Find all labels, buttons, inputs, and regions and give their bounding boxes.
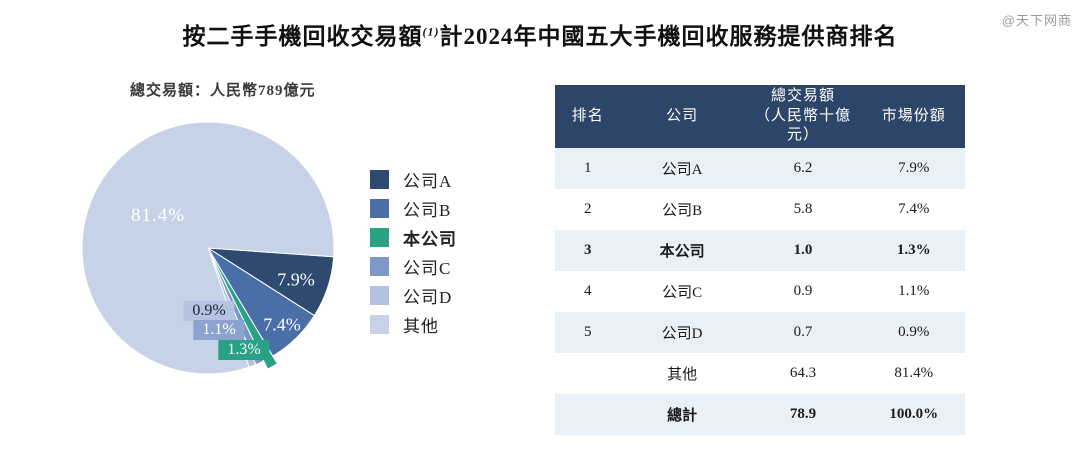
table-row: 其他 64.3 81.4% [555,353,965,394]
cell-company: 公司C [662,284,703,301]
cell-value: 6.2 [793,159,813,176]
legend-label-company-c: 公司C [403,259,452,278]
pie-label-our-company: 1.3% [218,340,270,360]
legend-label-company-b: 公司B [403,201,452,220]
legend-label-others: 其他 [403,317,439,336]
cell-value: 78.9 [789,405,817,422]
total-transaction-note: 總交易額：人民幣789億元 [130,83,316,99]
cell-rank: 4 [584,282,592,299]
table-row: 2 公司B 5.8 7.4% [555,189,965,230]
cell-share: 0.9% [898,323,930,340]
pie-label-company-d: 0.9% [183,301,235,321]
cell-value: 64.3 [789,364,817,381]
legend-label-our-company: 本公司 [403,230,457,249]
legend-item-our-company: 本公司 [370,228,457,249]
header-value-line1: 總交易額 [771,88,836,104]
title-footnote-marker: (1) [422,24,440,39]
legend-swatch-our-company [370,228,389,247]
cell-company: 公司A [661,161,703,178]
header-value-line2: （人民幣十億元） [755,107,852,144]
legend-swatch-company-c [370,257,389,276]
legend-swatch-company-a [370,170,389,189]
cell-company: 公司B [662,202,703,219]
legend-swatch-company-d [370,286,389,305]
table-body: 1 公司A 6.2 7.9% 2 公司B 5.8 7.4% 3 本公司 1.0 1.3% 4 公司C 0.9… [555,147,965,435]
cell-share: 1.1% [898,282,930,299]
legend-swatch-company-b [370,199,389,218]
cell-company: 本公司 [659,243,705,260]
table-row: 5 公司D 0.7 0.9% [555,311,965,353]
cell-share: 81.4% [894,364,934,381]
pie-label-company-c: 1.1% [193,320,245,340]
header-share: 市場份額 [862,85,965,148]
pie-legend: 公司A 公司B 本公司公司C 公司D 其他 [370,170,457,344]
pie-chart: 81.4% 7.9% 7.4% 0.9% 1.1% 1.3% [73,115,345,387]
table-row: 4 公司C 0.9 1.1% [555,271,965,312]
table-row: 總計 78.9 100.0% [555,393,965,435]
pie-slice-others [81,121,335,375]
cell-company: 其他 [667,366,698,383]
cell-rank: 3 [584,241,592,258]
legend-label-company-a: 公司A [403,172,453,191]
cell-value: 1.0 [793,241,813,258]
legend-label-company-d: 公司D [403,288,453,307]
table-row: 1 公司A 6.2 7.9% [555,147,965,189]
cell-rank: 2 [584,200,592,217]
title-suffix: 計2024年中國五大手機回收服務提供商排名 [439,24,898,49]
cell-share: 7.9% [898,159,930,176]
cell-value: 5.8 [793,200,813,217]
legend-item-company-a: 公司A [370,170,457,191]
table-row: 3 本公司 1.0 1.3% [555,229,965,271]
legend-item-company-d: 公司D [370,286,457,307]
watermark: @天下网商 [1001,13,1072,28]
cell-rank [555,394,621,435]
legend-item-company-c: 公司C [370,257,457,278]
cell-value: 0.7 [793,323,813,340]
cell-share: 100.0% [889,405,939,422]
cell-rank [555,353,621,394]
pie-label-others: 81.4% [130,205,186,226]
title-prefix: 按二手手機回收交易額 [182,24,423,49]
cell-share: 7.4% [898,200,930,217]
cell-rank: 5 [584,323,592,340]
legend-swatch-others [370,315,389,334]
page-title: 按二手手機回收交易額(1)計2024年中國五大手機回收服務提供商排名 [0,17,1080,51]
cell-value: 0.9 [793,282,813,299]
cell-rank: 1 [584,159,592,176]
cell-company: 公司D [661,325,703,342]
cell-share: 1.3% [896,241,931,258]
header-company: 公司 [620,85,744,148]
pie-slice-our-company [207,247,279,370]
header-rank: 排名 [555,85,621,148]
ranking-table: 排名 公司 總交易額 （人民幣十億元） 市場份額 1 公司A 6.2 7.9% 2 公司B 5… [555,85,965,435]
pie-label-company-b: 7.4% [263,314,301,335]
pie-svg [81,121,335,375]
legend-item-others: 其他 [370,315,457,336]
header-value: 總交易額 （人民幣十億元） [743,85,863,148]
pie-label-company-a: 7.9% [277,269,315,290]
table-header: 排名 公司 總交易額 （人民幣十億元） 市場份額 [555,85,965,148]
legend-item-company-b: 公司B [370,199,457,220]
cell-company: 總計 [667,407,698,424]
